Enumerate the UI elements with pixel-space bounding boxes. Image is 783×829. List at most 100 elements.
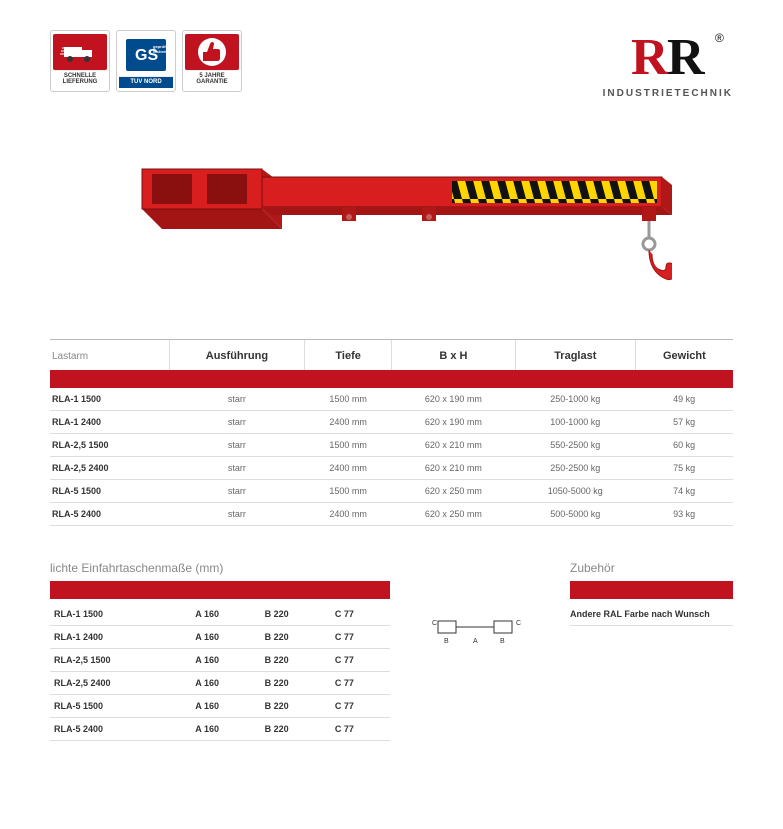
thumbs-up-icon [195,35,229,69]
cell: B 220 [261,603,331,626]
cell-model: RLA-5 2400 [50,503,169,526]
pocket-diagram: C C A B B [430,561,530,656]
section-title: lichte Einfahrtaschenmaße (mm) [50,561,390,575]
pocket-dims-section: lichte Einfahrtaschenmaße (mm) RLA-1 150… [50,561,390,741]
cell-model: RLA-1 1500 [50,603,191,626]
table-row: RLA-2,5 1500A 160B 220C 77 [50,649,390,672]
cell: C 77 [331,695,390,718]
svg-text:B: B [500,638,505,645]
table-row: RLA-1 1500starr1500 mm620 x 190 mm250-10… [50,388,733,411]
red-bar [50,370,733,388]
truck-icon [60,39,100,65]
badge-warranty: 5 JAHRE GARANTIE [182,30,242,92]
cell: B 220 [261,695,331,718]
red-bar [570,581,733,599]
svg-text:C: C [432,620,437,627]
cell: starr [169,388,305,411]
cell: C 77 [331,626,390,649]
cell: 1500 mm [305,480,392,503]
badge-label: 5 JAHRE GARANTIE [185,70,239,88]
cell-model: RLA-1 1500 [50,388,169,411]
table-row: RLA-1 1500A 160B 220C 77 [50,603,390,626]
cell: 500-5000 kg [515,503,635,526]
svg-text:Sicherheit: Sicherheit [153,49,167,54]
cell: 74 kg [635,480,733,503]
cell: 1500 mm [305,434,392,457]
badge-label: SCHNELLE LIEFERUNG [53,70,107,88]
badge-gs: GS geprüfte Sicherheit TUV NORD [116,30,176,92]
cell-model: RLA-1 2400 [50,626,191,649]
cell: A 160 [191,672,260,695]
cell: C 77 [331,718,390,741]
cell: 250-2500 kg [515,457,635,480]
col-header: Tiefe [305,340,392,370]
cell: 2400 mm [305,503,392,526]
cell: starr [169,457,305,480]
cell: 550-2500 kg [515,434,635,457]
cell: C 77 [331,672,390,695]
svg-text:A: A [473,638,478,645]
cell: 620 x 210 mm [391,457,515,480]
header-row: SCHNELLE LIEFERUNG GS geprüfte Sicherhei… [50,30,733,99]
cell: B 220 [261,626,331,649]
pocket-table: RLA-1 1500A 160B 220C 77RLA-1 2400A 160B… [50,603,390,741]
cell-model: RLA-2,5 1500 [50,649,191,672]
cell: B 220 [261,718,331,741]
svg-text:R: R [667,30,706,86]
accessories-text: Andere RAL Farbe nach Wunsch [570,603,733,626]
table-row: RLA-2,5 1500starr1500 mm620 x 210 mm550-… [50,434,733,457]
cell: starr [169,480,305,503]
brand-logo: R R ® INDUSTRIETECHNIK [603,30,733,99]
cell-model: RLA-1 2400 [50,411,169,434]
table-row: RLA-2,5 2400starr2400 mm620 x 210 mm250-… [50,457,733,480]
cell: C 77 [331,603,390,626]
badge-strip: SCHNELLE LIEFERUNG GS geprüfte Sicherhei… [50,30,242,92]
accessories-section: Zubehör Andere RAL Farbe nach Wunsch [570,561,733,626]
cell: starr [169,434,305,457]
table-row: RLA-5 2400A 160B 220C 77 [50,718,390,741]
table-row: RLA-2,5 2400A 160B 220C 77 [50,672,390,695]
cell: 49 kg [635,388,733,411]
cell: B 220 [261,672,331,695]
cell: 620 x 250 mm [391,480,515,503]
product-illustration [112,129,672,309]
col-header: Ausführung [169,340,305,370]
cell: 1500 mm [305,388,392,411]
svg-text:R: R [631,30,670,86]
cell-model: RLA-2,5 2400 [50,457,169,480]
badge-fast-delivery: SCHNELLE LIEFERUNG [50,30,110,92]
red-bar [50,581,390,599]
brand-subtitle: INDUSTRIETECHNIK [603,88,733,99]
cell: A 160 [191,649,260,672]
table-row: RLA-5 1500starr1500 mm620 x 250 mm1050-5… [50,480,733,503]
rr-logo-icon: R R ® [623,30,733,86]
svg-text:B: B [444,638,449,645]
cell: A 160 [191,695,260,718]
cell: 620 x 190 mm [391,411,515,434]
svg-text:®: ® [715,31,724,45]
table-label: Lastarm [50,340,169,370]
svg-text:C: C [516,620,521,627]
diagram-icon: C C A B B [430,611,530,651]
cell: starr [169,411,305,434]
cell: 250-1000 kg [515,388,635,411]
cell: A 160 [191,603,260,626]
cell: 2400 mm [305,411,392,434]
cell: 100-1000 kg [515,411,635,434]
cell: 75 kg [635,457,733,480]
cell: 620 x 210 mm [391,434,515,457]
cell: 620 x 190 mm [391,388,515,411]
cell: 60 kg [635,434,733,457]
cell-model: RLA-5 1500 [50,695,191,718]
col-header: Gewicht [635,340,733,370]
cell: 1050-5000 kg [515,480,635,503]
table-row: RLA-1 2400A 160B 220C 77 [50,626,390,649]
table-row: RLA-5 1500A 160B 220C 77 [50,695,390,718]
cell-model: RLA-2,5 1500 [50,434,169,457]
cell: A 160 [191,626,260,649]
cell: A 160 [191,718,260,741]
cell: 620 x 250 mm [391,503,515,526]
badge-label: TUV NORD [119,76,173,88]
cell: 93 kg [635,503,733,526]
spec-table: Lastarm Ausführung Tiefe B x H Traglast … [50,340,733,526]
